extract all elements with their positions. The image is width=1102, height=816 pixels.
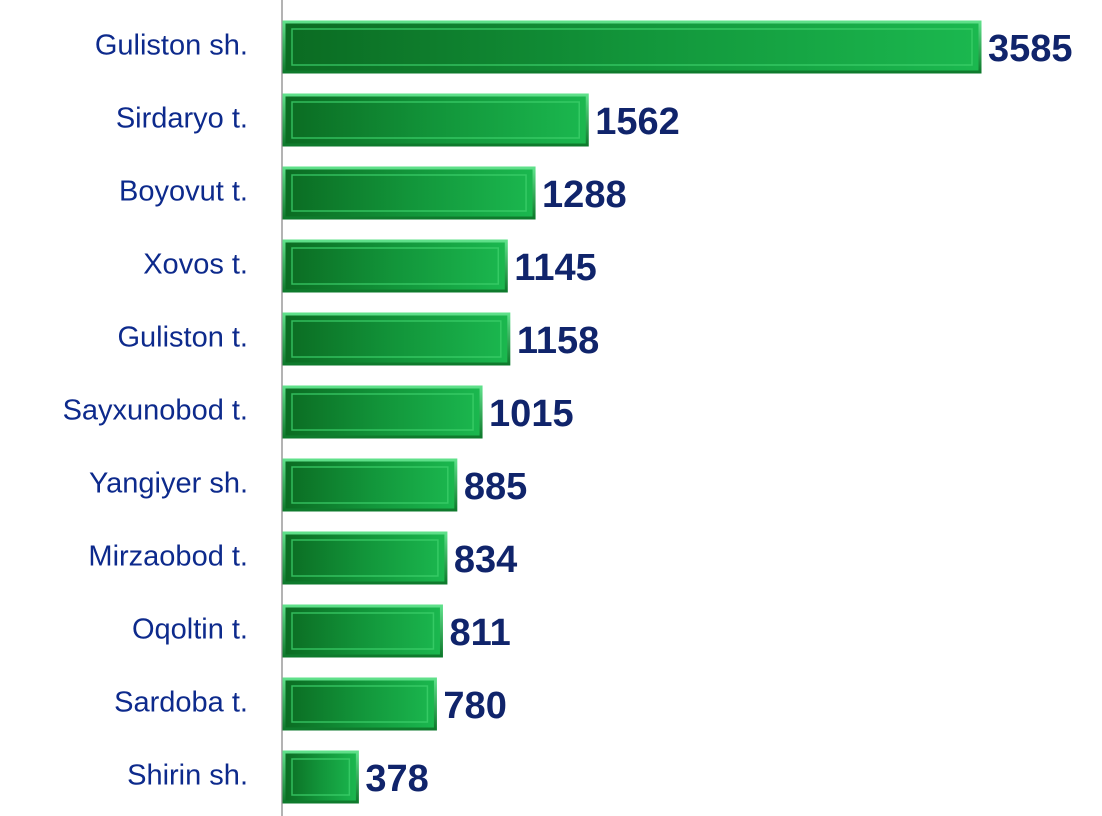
value-label: 1562: [595, 101, 680, 143]
category-label: Mirzaobod t.: [88, 541, 248, 573]
category-label: Guliston t.: [117, 322, 248, 354]
value-label: 1158: [517, 320, 599, 362]
value-label: 885: [464, 466, 527, 508]
bar-highlight: [291, 758, 351, 796]
value-label: 1145: [514, 247, 596, 289]
bar-highlight: [291, 612, 435, 650]
bar-highlight: [291, 393, 474, 431]
bar: [282, 677, 437, 731]
category-label: Guliston sh.: [95, 30, 248, 62]
bar-highlight: [291, 685, 429, 723]
category-label: Sirdaryo t.: [116, 103, 248, 135]
bar: [282, 458, 458, 512]
bar-highlight: [291, 320, 502, 358]
value-label: 1288: [542, 174, 627, 216]
value-label: 3585: [988, 28, 1073, 70]
bar: [282, 20, 982, 74]
category-label: Sardoba t.: [114, 687, 248, 719]
value-label: 811: [449, 612, 510, 654]
plot-area: Guliston sh. 3585 Sirdaryo t. 1562 Boyovut t…: [63, 20, 1073, 804]
bar: [282, 604, 443, 658]
bar-highlight: [291, 174, 527, 212]
category-label: Yangiyer sh.: [89, 468, 248, 500]
value-label: 378: [365, 758, 428, 800]
category-label: Xovos t.: [143, 249, 248, 281]
category-label: Shirin sh.: [127, 760, 248, 792]
value-label: 780: [443, 685, 506, 727]
bar: [282, 239, 508, 293]
value-label: 1015: [489, 393, 574, 435]
bar: [282, 385, 483, 439]
category-label: Boyovut t.: [119, 176, 248, 208]
bar-highlight: [291, 539, 439, 577]
bar: [282, 750, 359, 804]
bar-highlight: [291, 466, 449, 504]
bar-highlight: [291, 247, 500, 285]
bar: [282, 93, 589, 147]
category-label: Sayxunobod t.: [63, 395, 248, 427]
bar: [282, 166, 536, 220]
bar: [282, 531, 448, 585]
bar-highlight: [291, 28, 973, 66]
bar: [282, 312, 511, 366]
value-label: 834: [454, 539, 517, 581]
category-label: Oqoltin t.: [132, 614, 248, 646]
bar-highlight: [291, 101, 581, 139]
